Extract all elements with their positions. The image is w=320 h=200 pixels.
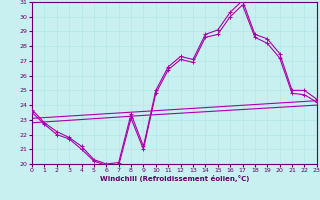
X-axis label: Windchill (Refroidissement éolien,°C): Windchill (Refroidissement éolien,°C) — [100, 175, 249, 182]
